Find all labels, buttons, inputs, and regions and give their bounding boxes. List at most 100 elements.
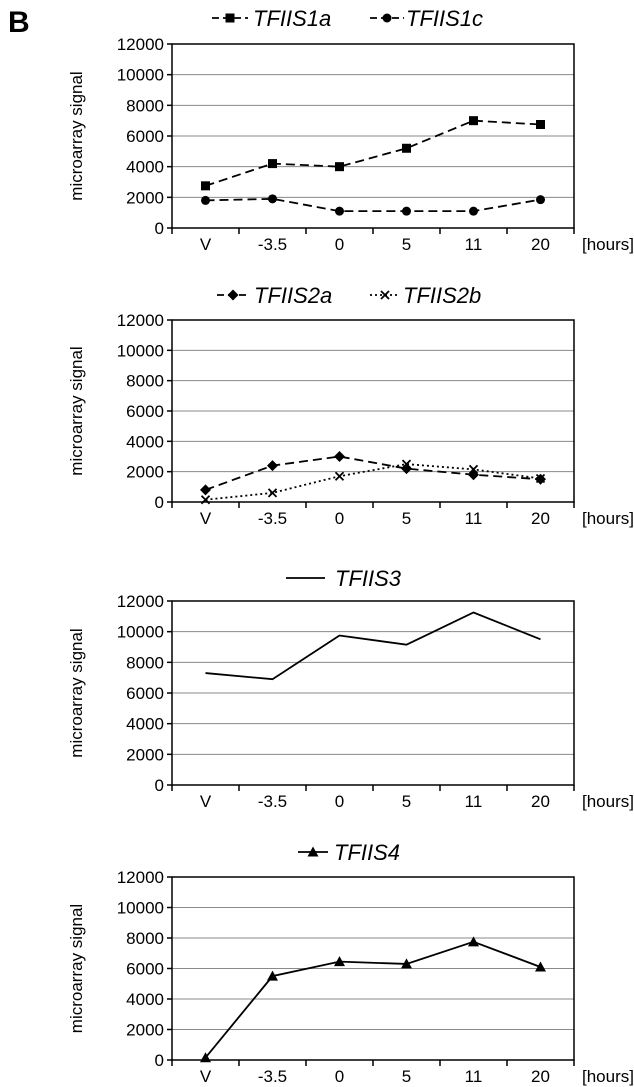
y-tick-label: 12000 [117,592,164,611]
x-tick-label: -3.5 [258,792,287,811]
data-point [268,194,277,204]
y-tick-label: 12000 [117,868,164,887]
x-tick-label: 0 [335,792,344,811]
legend-marker [225,13,235,23]
data-point [468,936,479,947]
data-point [267,460,278,472]
panel-label: B [8,6,30,39]
series-TFIIS2b [200,459,546,505]
y-tick-label: 8000 [126,929,164,948]
x-tick-label: 11 [465,1067,483,1086]
x-tick-label: 20 [531,235,550,254]
series-line [205,463,541,501]
x-tick-label: 0 [335,1067,344,1086]
data-point [334,956,345,967]
y-tick-label: 0 [155,493,164,512]
legend-label: TFIIS2a [254,283,332,308]
series-TFIIS2a [200,451,546,496]
x-unit-label: [hours] [582,1067,634,1086]
x-tick-label: 5 [402,792,411,811]
data-point [268,159,277,169]
data-point [401,459,412,469]
x-tick-label: V [200,1067,212,1086]
data-point [200,495,211,505]
series-line [204,940,541,1059]
data-point [334,451,345,462]
data-point [469,116,478,126]
y-tick-label: 4000 [126,432,164,451]
series-line [205,197,541,213]
y-tick-label: 6000 [126,127,164,146]
y-tick-label: 6000 [126,684,164,703]
y-tick-label: 10000 [117,66,164,85]
x-tick-label: 20 [531,792,550,811]
data-point [335,206,344,216]
y-tick-label: 4000 [126,990,164,1009]
series-line [205,611,541,681]
legend-marker [307,846,319,857]
data-point [201,181,210,191]
x-tick-label: -3.5 [258,1067,287,1086]
data-point [334,471,345,481]
legend-marker [227,289,239,301]
data-point [267,970,278,981]
data-point [536,120,545,129]
y-tick-label: 2000 [126,188,164,207]
data-point [468,464,479,475]
series-TFIIS1c [201,194,545,216]
legend-label: TFIIS3 [335,566,402,591]
data-point [335,162,344,172]
x-tick-label: 11 [465,509,483,528]
legend-entry: TFIIS2a [217,283,332,308]
chart-2: 0 2000 4000 6000 8000 10000 12000 V -3.5 0 5 11 20 [h… [67,283,634,528]
chart-1: 0 2000 4000 6000 8000 10000 12000 V -3.5 0 5 11 20 [h… [67,6,634,254]
y-tick-label: 2000 [126,463,164,482]
x-tick-label: 20 [531,1067,550,1086]
chart-4: 0 2000 4000 6000 8000 10000 12000 V -3.5 0 5 11 20 [h… [67,840,634,1086]
x-tick-label: 0 [335,235,344,254]
x-tick-label: 11 [465,792,483,811]
data-point [201,195,210,205]
series-line [205,455,541,491]
legend-marker [380,290,390,300]
y-tick-label: 4000 [126,158,164,177]
legend-entry: TFIIS2b [370,283,481,308]
y-axis-label: microarray signal [67,628,86,757]
series-line [205,119,541,187]
y-tick-label: 6000 [126,402,164,421]
chart-3: 0 2000 4000 6000 8000 10000 12000 V -3.5 0 5 11 20 [h… [67,566,634,811]
data-point [535,473,546,484]
data-point [469,206,478,216]
data-point [200,1052,211,1063]
x-unit-label: [hours] [582,509,634,528]
legend-label: TFIIS1c [406,6,483,31]
series-TFIIS1a [201,116,545,191]
x-tick-label: 5 [402,509,411,528]
x-tick-label: 20 [531,509,550,528]
data-point [200,484,211,496]
legend-label: TFIIS2b [403,283,481,308]
y-axis-label: microarray signal [67,346,86,475]
x-tick-label: 5 [402,1067,411,1086]
y-tick-label: 8000 [126,372,164,391]
y-tick-label: 6000 [126,960,164,979]
x-unit-label: [hours] [582,792,634,811]
data-point [468,469,479,481]
y-tick-label: 4000 [126,715,164,734]
y-tick-label: 8000 [126,96,164,115]
x-tick-label: V [200,235,212,254]
data-point [536,195,545,205]
series-TFIIS4 [200,936,546,1063]
y-tick-label: 10000 [117,341,164,360]
legend-entry: TFIIS1c [370,6,483,31]
y-tick-label: 0 [155,776,164,795]
y-axis-label: microarray signal [67,904,86,1033]
data-point [402,206,411,216]
y-tick-label: 0 [155,219,164,238]
legend-label: TFIIS1a [253,6,331,31]
data-point [267,488,278,498]
y-tick-label: 8000 [126,653,164,672]
series-TFIIS3 [205,611,541,681]
y-tick-label: 10000 [117,623,164,642]
